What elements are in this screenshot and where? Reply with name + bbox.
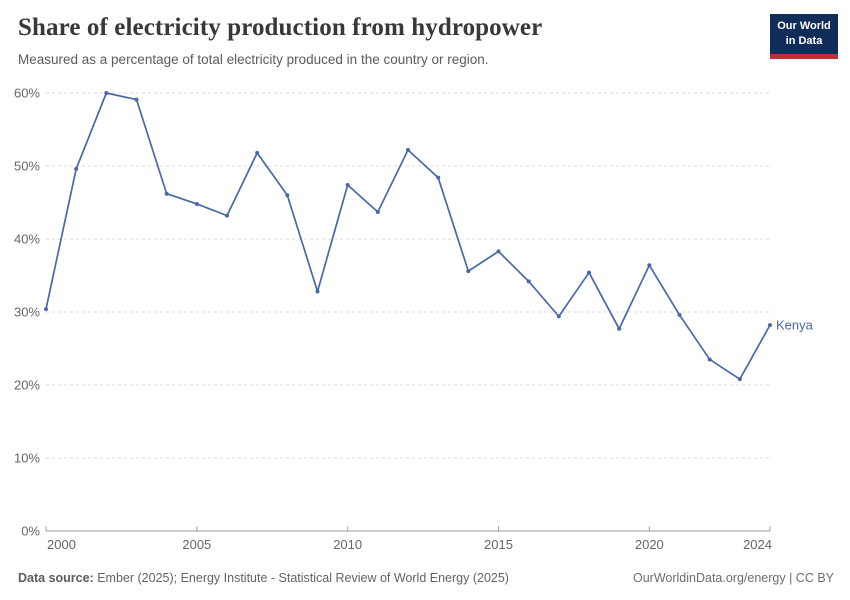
data-point-2000[interactable]	[44, 307, 48, 312]
y-tick-label: 0%	[21, 524, 40, 539]
data-point-2009[interactable]	[315, 289, 320, 294]
data-point-2007[interactable]	[255, 150, 260, 155]
chart-subtitle: Measured as a percentage of total electr…	[18, 51, 489, 67]
data-point-2011[interactable]	[375, 209, 380, 214]
data-point-2015[interactable]	[496, 249, 501, 254]
x-tick-label: 2015	[484, 537, 513, 552]
y-tick-label: 50%	[14, 159, 40, 174]
data-point-2016[interactable]	[526, 279, 531, 284]
data-point-2020[interactable]	[647, 263, 652, 268]
data-point-2017[interactable]	[556, 314, 561, 319]
data-source: Data source: Ember (2025); Energy Instit…	[18, 571, 509, 585]
owid-logo-line2: in Data	[785, 35, 823, 47]
data-point-2013[interactable]	[436, 175, 441, 180]
x-tick-label: 2005	[182, 537, 211, 552]
y-tick-label: 60%	[14, 86, 40, 101]
kenya-line[interactable]	[45, 92, 771, 381]
data-point-2003[interactable]	[134, 97, 139, 102]
data-point-2010[interactable]	[345, 182, 350, 187]
owid-logo: Our World in Data	[770, 14, 838, 59]
credit-link[interactable]: OurWorldinData.org/energy | CC BY	[632, 571, 834, 585]
x-tick-label: 2024	[743, 537, 772, 552]
chart-header: Share of electricity production from hyd…	[18, 14, 838, 68]
data-point-2021[interactable]	[677, 312, 682, 317]
data-point-2019[interactable]	[617, 326, 622, 331]
owid-logo-line1: Our World	[777, 20, 831, 33]
data-source-text: Ember (2025); Energy Institute - Statist…	[93, 571, 509, 585]
data-point-2014[interactable]	[466, 269, 471, 274]
data-point-2018[interactable]	[587, 270, 591, 275]
data-point-2006[interactable]	[225, 213, 229, 218]
data-point-2004[interactable]	[164, 191, 169, 196]
data-point-2023[interactable]	[737, 377, 742, 382]
y-tick-label: 20%	[14, 378, 40, 393]
chart-heading-block: Share of electricity production from hyd…	[18, 14, 542, 68]
data-point-2022[interactable]	[707, 357, 712, 362]
data-point-2005[interactable]	[194, 201, 199, 206]
y-tick-label: 10%	[14, 451, 40, 466]
data-point-2008[interactable]	[285, 193, 290, 198]
x-tick-label: 2010	[333, 537, 362, 552]
y-tick-label: 30%	[14, 305, 40, 320]
chart-title: Share of electricity production from hyd…	[18, 14, 543, 41]
data-point-2024[interactable]	[768, 323, 772, 328]
data-point-2001[interactable]	[74, 166, 79, 171]
x-tick-label: 2000	[47, 537, 76, 552]
x-tick-label: 2020	[635, 537, 664, 552]
data-point-2012[interactable]	[406, 147, 410, 152]
y-tick-label: 40%	[14, 232, 40, 247]
series-end-label[interactable]: Kenya	[776, 318, 814, 333]
data-point-2002[interactable]	[104, 91, 109, 95]
chart-footer: Data source: Ember (2025); Energy Instit…	[18, 571, 834, 585]
data-source-label: Data source:	[18, 571, 94, 585]
